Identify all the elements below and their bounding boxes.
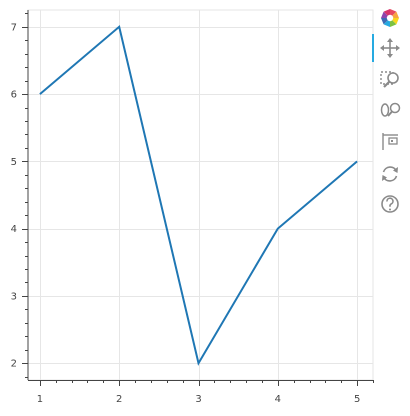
y-tick-label: 2 (11, 359, 17, 370)
x-tick-label: 2 (116, 394, 122, 405)
y-tick-label: 7 (11, 22, 17, 33)
wheel-zoom-icon[interactable] (374, 96, 406, 124)
pan-icon[interactable] (374, 34, 406, 62)
series-line (39, 24, 358, 366)
x-tick-label: 3 (195, 394, 201, 405)
help-icon[interactable] (374, 190, 406, 218)
y-tick-label: 5 (11, 157, 17, 168)
grid (27, 9, 374, 381)
y-tick-label: 4 (11, 224, 17, 235)
reset-icon[interactable] (374, 160, 406, 188)
series-layer (39, 24, 358, 366)
active-tool-indicator (372, 34, 374, 62)
tick-labels: 1 2 3 4 5 2 3 4 5 6 7 (11, 22, 361, 405)
plot-frame (27, 9, 374, 381)
x-tick-label: 4 (275, 394, 281, 405)
x-tick-label: 1 (37, 394, 43, 405)
axes (22, 10, 374, 386)
save-icon[interactable] (374, 128, 406, 156)
box-zoom-icon[interactable] (374, 66, 406, 94)
x-tick-label: 5 (354, 394, 360, 405)
toolbar (372, 0, 410, 230)
y-tick-label: 3 (11, 291, 17, 302)
y-tick-label: 6 (11, 90, 17, 101)
bokeh-logo-icon[interactable] (374, 4, 406, 32)
